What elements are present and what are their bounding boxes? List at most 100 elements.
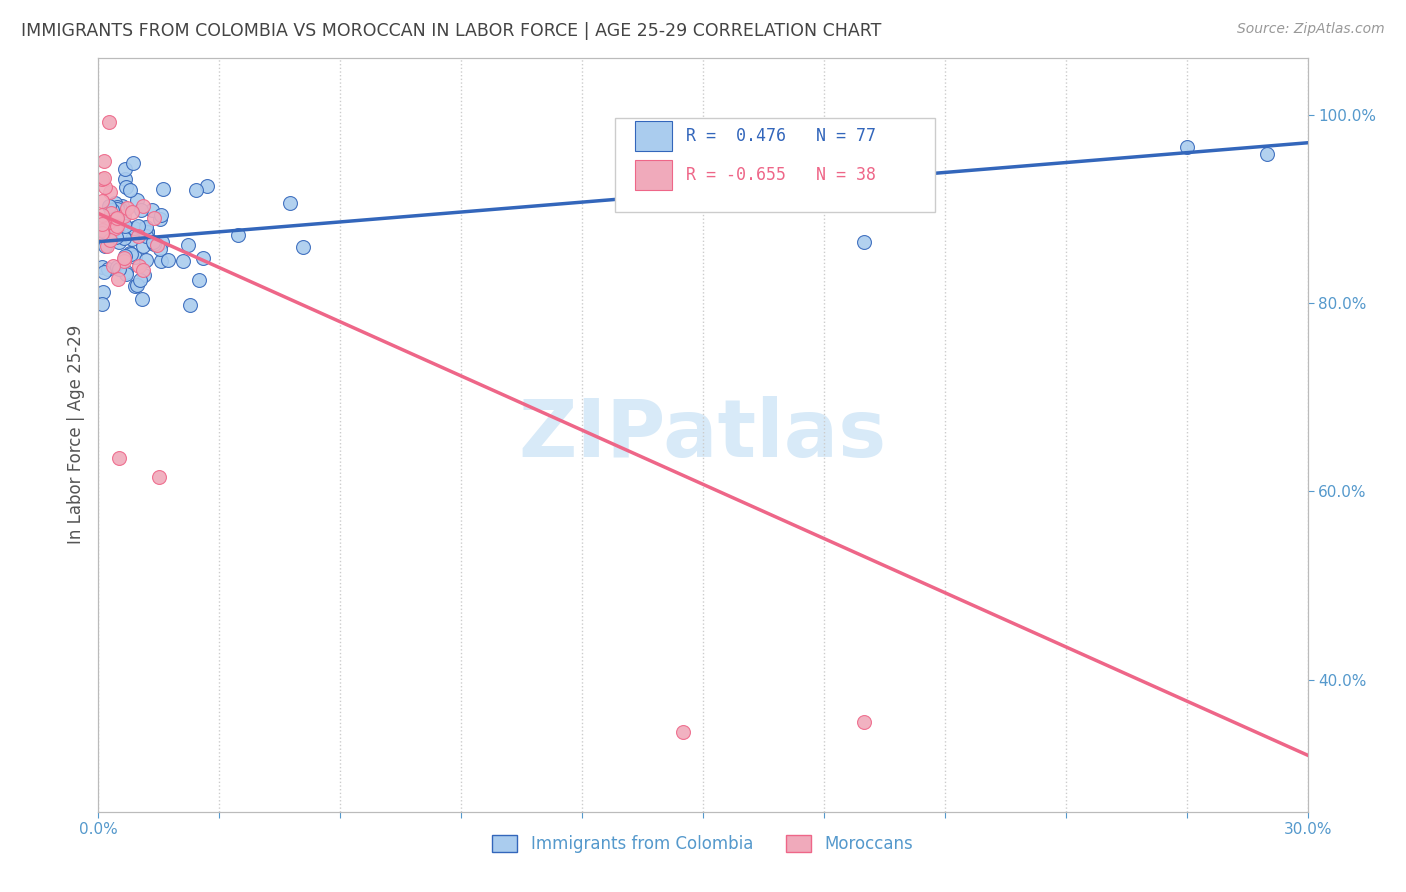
Point xyxy=(93,265,115,279)
Point xyxy=(105,212,128,227)
Point xyxy=(93,154,115,169)
Point xyxy=(120,183,142,197)
Point xyxy=(100,205,122,219)
Point xyxy=(157,252,180,267)
Bar xyxy=(636,160,672,190)
Point xyxy=(107,235,129,250)
Point xyxy=(98,233,121,247)
Point xyxy=(631,819,654,833)
Point xyxy=(104,230,127,244)
Bar xyxy=(636,120,672,151)
Point xyxy=(115,180,138,194)
Point xyxy=(107,272,129,286)
Point xyxy=(129,202,152,217)
Point xyxy=(98,215,121,229)
Y-axis label: In Labor Force | Age 25-29: In Labor Force | Age 25-29 xyxy=(66,326,84,544)
Point xyxy=(100,219,122,234)
Point xyxy=(105,202,128,217)
Point xyxy=(91,172,114,186)
Point xyxy=(853,715,876,730)
Point xyxy=(91,208,114,222)
Point xyxy=(114,161,136,176)
Point xyxy=(672,724,695,739)
Point xyxy=(121,232,143,246)
Point xyxy=(143,211,166,225)
Point xyxy=(105,211,128,226)
Point xyxy=(134,268,156,282)
Point xyxy=(172,253,194,268)
Point xyxy=(108,202,131,216)
Point xyxy=(152,182,174,196)
Point xyxy=(111,199,134,213)
Point xyxy=(115,201,138,215)
Point xyxy=(132,263,155,277)
Point xyxy=(132,220,155,235)
Point xyxy=(91,222,114,236)
Point xyxy=(132,199,155,213)
Point xyxy=(97,115,120,129)
Point xyxy=(142,235,165,249)
Point xyxy=(146,238,169,252)
Point xyxy=(114,171,136,186)
Point xyxy=(93,238,115,252)
Point xyxy=(105,219,128,234)
Point xyxy=(114,219,136,233)
Text: ZIPatlas: ZIPatlas xyxy=(519,396,887,474)
Point xyxy=(188,273,211,287)
Point xyxy=(107,262,129,277)
Point xyxy=(226,227,249,242)
Point xyxy=(120,246,142,260)
Point xyxy=(91,224,114,238)
Point xyxy=(292,240,315,254)
Text: R = -0.655   N = 38: R = -0.655 N = 38 xyxy=(686,166,876,184)
Text: Source: ZipAtlas.com: Source: ZipAtlas.com xyxy=(1237,22,1385,37)
Point xyxy=(195,178,218,193)
Point xyxy=(142,236,165,251)
Point xyxy=(149,243,172,257)
Point xyxy=(132,239,155,253)
Point xyxy=(1175,140,1198,154)
Point xyxy=(112,254,135,268)
Point xyxy=(122,156,145,170)
Point xyxy=(136,225,159,239)
Point xyxy=(101,224,124,238)
Point xyxy=(1256,146,1278,161)
Point xyxy=(97,219,120,233)
Point xyxy=(93,170,115,185)
Point xyxy=(105,200,128,214)
Point xyxy=(120,247,142,261)
Point xyxy=(112,231,135,245)
Point xyxy=(121,205,143,219)
Point xyxy=(91,194,114,209)
Point xyxy=(91,297,114,311)
Point xyxy=(149,253,172,268)
Point xyxy=(128,259,150,273)
Point xyxy=(135,252,157,267)
Point xyxy=(114,249,136,263)
Point xyxy=(135,219,157,234)
Point xyxy=(91,217,114,231)
Point xyxy=(111,216,134,230)
Point xyxy=(104,195,127,210)
Point xyxy=(125,278,148,293)
Point xyxy=(149,208,172,222)
Point xyxy=(101,260,124,274)
Point xyxy=(184,183,207,197)
Point xyxy=(91,226,114,240)
Point xyxy=(91,285,114,300)
Point xyxy=(101,202,124,217)
Text: IMMIGRANTS FROM COLOMBIA VS MOROCCAN IN LABOR FORCE | AGE 25-29 CORRELATION CHAR: IMMIGRANTS FROM COLOMBIA VS MOROCCAN IN … xyxy=(21,22,882,40)
Point xyxy=(127,193,149,207)
Point xyxy=(141,203,163,218)
Point xyxy=(143,236,166,251)
Point xyxy=(179,298,201,312)
Point xyxy=(97,261,120,276)
Point xyxy=(97,199,120,213)
Point xyxy=(91,224,114,238)
Point xyxy=(96,239,118,253)
Point xyxy=(127,219,149,234)
Point xyxy=(91,260,114,275)
Point xyxy=(114,267,136,281)
Point xyxy=(124,278,146,293)
Point xyxy=(107,451,129,466)
